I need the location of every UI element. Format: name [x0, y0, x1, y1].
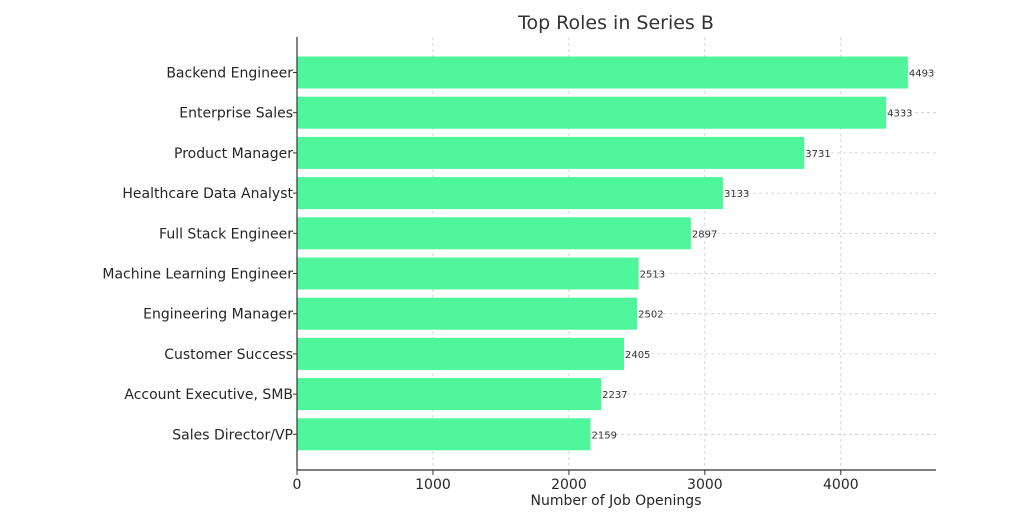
x-tick-label: 2000 [551, 477, 587, 493]
x-tick-label: 3000 [687, 477, 723, 493]
data-label: 2502 [638, 310, 663, 321]
x-tick-label: 1000 [415, 477, 451, 493]
bar [297, 217, 691, 250]
data-labels: 4493 4333 3731 3133 2897 2513 2502 2405 2237 2159 [592, 69, 935, 442]
bar [297, 56, 908, 89]
category-label: Machine Learning Engineer [102, 267, 293, 283]
bars [297, 56, 908, 451]
bar [297, 418, 591, 451]
bar [297, 96, 887, 129]
x-axis-label: Number of Job Openings [530, 493, 701, 509]
category-label: Full Stack Engineer [159, 226, 293, 242]
category-label: Product Manager [174, 146, 293, 162]
data-label: 4493 [909, 69, 934, 80]
chart-title: Top Roles in Series B [517, 12, 714, 34]
data-label: 2405 [625, 350, 650, 361]
category-label: Backend Engineer [166, 66, 293, 82]
x-tick-label: 0 [293, 477, 302, 493]
data-label: 4333 [887, 109, 912, 120]
category-label: Sales Director/VP [172, 427, 293, 443]
data-label: 2897 [692, 229, 717, 240]
bar [297, 257, 639, 290]
bar [297, 177, 723, 210]
data-label: 2237 [602, 390, 627, 401]
category-label: Customer Success [164, 347, 293, 363]
data-label: 3133 [724, 189, 749, 200]
category-label: Account Executive, SMB [124, 387, 293, 403]
bar [297, 378, 602, 411]
data-label: 2513 [640, 270, 665, 281]
category-label: Enterprise Sales [179, 106, 293, 122]
bar [297, 337, 624, 370]
x-tick-label: 4000 [823, 477, 859, 493]
category-label: Healthcare Data Analyst [122, 186, 293, 202]
data-label: 3731 [805, 149, 830, 160]
x-axis-ticks: 0 1000 2000 3000 4000 [293, 72, 859, 493]
category-labels: Backend Engineer Enterprise Sales Product … [102, 66, 293, 444]
data-label: 2159 [592, 430, 617, 441]
category-label: Engineering Manager [143, 307, 293, 323]
bar [297, 136, 805, 169]
bar [297, 297, 638, 330]
